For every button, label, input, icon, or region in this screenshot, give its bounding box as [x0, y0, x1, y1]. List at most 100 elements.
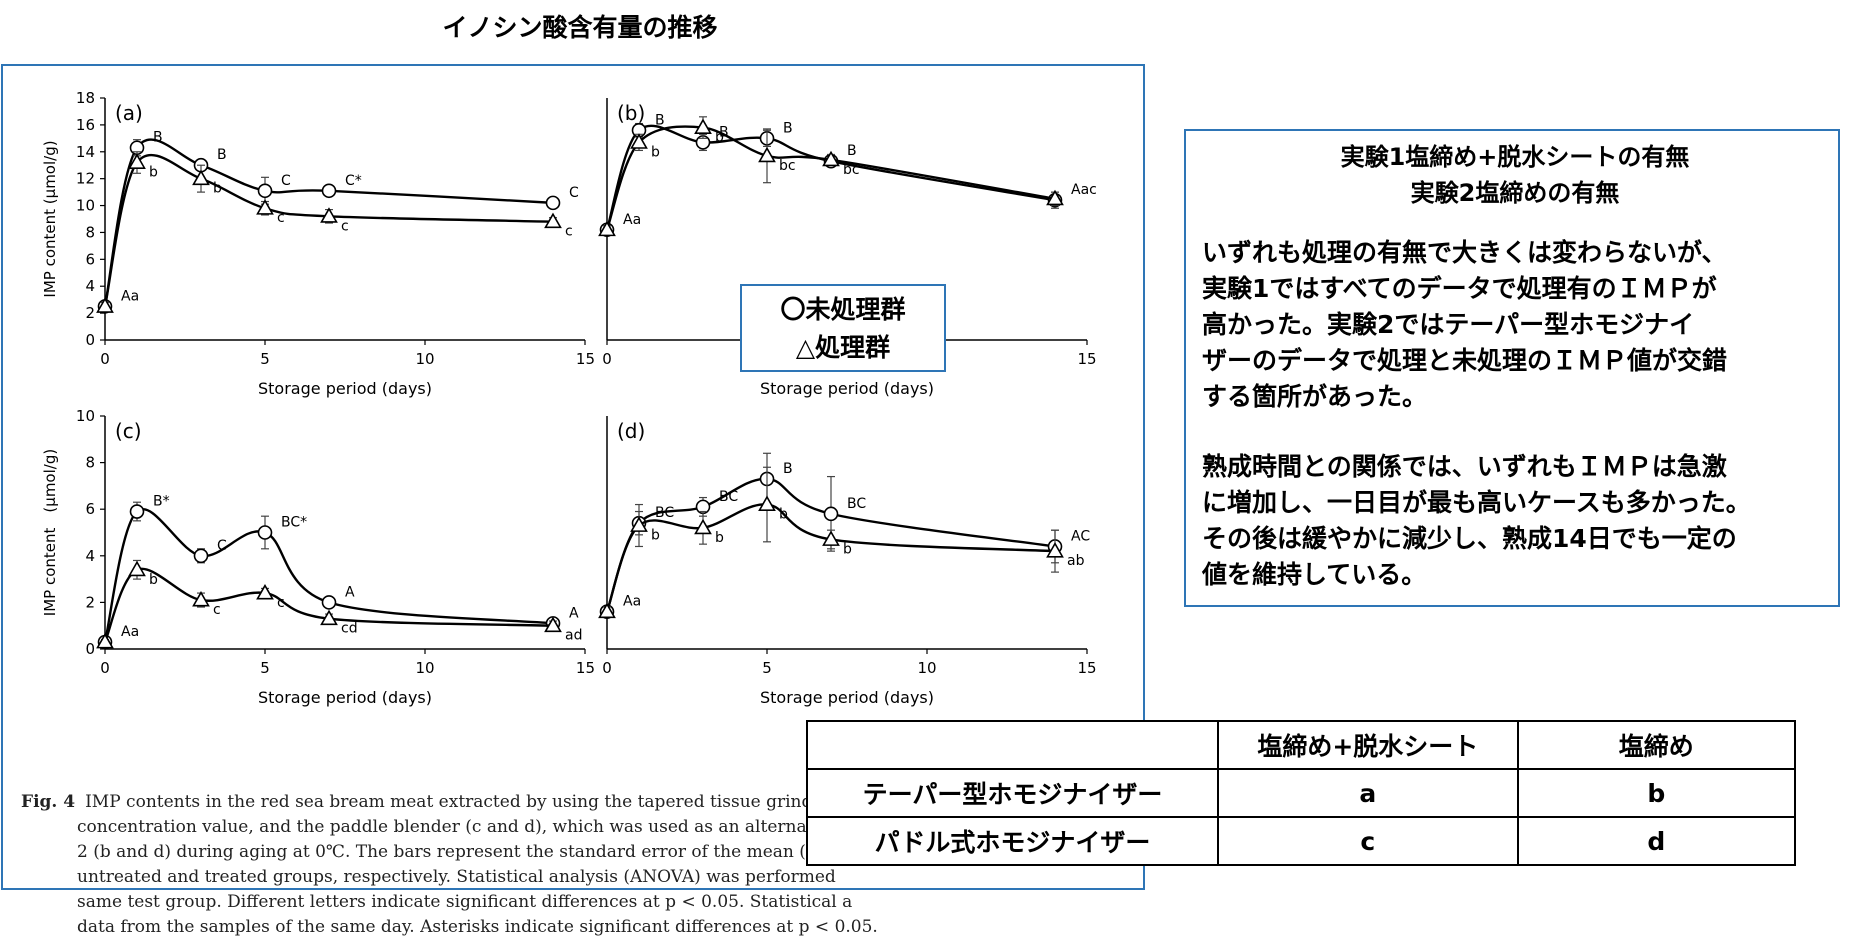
panel-label: (c) — [115, 419, 142, 443]
data-label: B — [153, 130, 163, 146]
data-point-circle — [257, 183, 273, 199]
data-label: b — [651, 528, 660, 544]
data-label: Aa — [121, 624, 139, 640]
note-line: 熟成時間との関係では、いずれもＩＭＰは急激 — [1202, 452, 1727, 481]
y-tick-label: 6 — [85, 500, 95, 518]
legend-untreated: 〇未処理群 — [780, 295, 906, 324]
data-label: BC* — [281, 515, 307, 531]
caption-line: untreated and treated groups, respective… — [77, 867, 836, 887]
x-tick-label: 0 — [100, 659, 110, 677]
x-tick-label: 5 — [260, 350, 270, 368]
note-line: いずれも処理の有無で大きくは変わらないが、 — [1202, 238, 1727, 267]
table-cell: 塩締め+脱水シート — [1217, 720, 1519, 770]
data-label: B — [719, 124, 729, 140]
page-title: イノシン酸含有量の推移 — [442, 13, 718, 42]
data-point-triangle — [630, 133, 648, 149]
data-label: cd — [341, 621, 358, 637]
x-tick-label: 10 — [415, 350, 434, 368]
data-point-triangle — [128, 560, 146, 577]
table-header-row: 塩締め+脱水シート 塩締め — [805, 720, 1797, 770]
data-point-triangle — [96, 632, 114, 649]
data-point-triangle — [320, 609, 338, 626]
panel-label: (d) — [617, 419, 645, 443]
x-tick-label: 5 — [762, 659, 772, 677]
data-label: bc — [779, 158, 796, 174]
figure-charts: 0 2 4 6 8 10 12 14 16 18 0 5 10 15 (a) Storage period (… — [41, 89, 1097, 707]
data-point-circle — [193, 548, 209, 564]
data-point-triangle — [598, 602, 616, 619]
data-label: b — [213, 181, 222, 197]
table-row: テーパー型ホモジナイザー a b — [805, 768, 1797, 818]
table-cell: a — [1217, 768, 1519, 818]
data-label: b — [843, 541, 852, 557]
data-point-triangle — [192, 169, 210, 186]
table-cell: c — [1217, 816, 1519, 866]
y-tick-label: 6 — [85, 250, 95, 268]
data-label: Aac — [1071, 182, 1097, 198]
x-axis-label: Storage period (days) — [258, 688, 432, 707]
data-label: c — [277, 210, 285, 226]
x-tick-label: 0 — [602, 350, 612, 368]
data-label: c — [565, 224, 573, 240]
data-point-triangle — [544, 212, 562, 229]
y-tick-label: 10 — [76, 197, 95, 215]
caption-line: data from the samples of the same day. A… — [77, 917, 878, 937]
x-tick-label: 15 — [576, 659, 595, 677]
data-label: B* — [153, 494, 170, 510]
note-line: その後は緩やかに減少し、熟成14日でも一定の — [1202, 524, 1737, 553]
data-label: b — [715, 130, 724, 146]
table-cell: 塩締め — [1516, 720, 1797, 770]
y-tick-label: 14 — [76, 143, 95, 161]
data-label: C — [569, 185, 579, 201]
data-point-triangle — [256, 199, 274, 215]
data-point-triangle — [1046, 189, 1064, 206]
data-label: BC — [655, 505, 674, 521]
y-tick-label: 4 — [85, 277, 95, 295]
x-tick-label: 0 — [602, 659, 612, 677]
data-label: ab — [1067, 553, 1085, 569]
series-line — [103, 508, 554, 643]
data-label: BC — [719, 489, 738, 505]
data-label: c — [213, 602, 221, 618]
note-line: ザーのデータで処理と未処理のＩＭＰ値が交錯 — [1202, 346, 1728, 375]
table-cell — [805, 720, 1220, 770]
series-line — [103, 138, 554, 307]
data-point-triangle — [192, 590, 210, 607]
caption-line: 2 (b and d) during aging at 0℃. The bars… — [77, 842, 882, 862]
note-line: する箇所があった。 — [1202, 382, 1428, 411]
data-label: b — [149, 165, 158, 181]
y-tick-label: 0 — [85, 331, 95, 349]
x-tick-label: 0 — [100, 350, 110, 368]
x-axis-label: Storage period (days) — [760, 379, 934, 398]
data-point-triangle — [598, 220, 616, 237]
x-tick-label: 15 — [1077, 350, 1096, 368]
table-cell: パドル式ホモジナイザー — [805, 816, 1220, 866]
caption-line: same test group. Different letters indic… — [77, 892, 853, 912]
y-tick-label: 12 — [76, 170, 95, 188]
data-point-circle — [321, 183, 337, 199]
data-label: Aa — [623, 212, 641, 228]
data-point-triangle — [758, 495, 776, 511]
legend-box: 〇未処理群 △処理群 — [740, 284, 946, 372]
data-label: C — [217, 538, 227, 554]
x-axis-label: Storage period (days) — [760, 688, 934, 707]
data-point-circle — [823, 506, 839, 522]
data-point-triangle — [128, 153, 146, 169]
y-tick-label: 10 — [76, 407, 95, 425]
legend-treated: △処理群 — [795, 333, 891, 362]
data-label: c — [341, 218, 349, 234]
panel-label: (b) — [617, 101, 645, 125]
summary-note: 実験1塩締め+脱水シートの有無 実験2塩締めの有無 いずれも処理の有無で大きくは… — [1184, 129, 1840, 607]
data-point-triangle — [694, 118, 712, 135]
table-cell: d — [1516, 816, 1797, 866]
data-point-circle — [129, 504, 145, 519]
data-label: ad — [565, 628, 582, 644]
caption-line: IMP contents in the red sea bream meat e… — [85, 792, 823, 812]
data-label: b — [149, 572, 158, 588]
caption-line: concentration value, and the paddle blen… — [77, 817, 876, 837]
data-point-triangle — [630, 516, 648, 532]
y-axis-label: IMP content (μmol/g) — [41, 140, 59, 297]
panel-label: (a) — [115, 101, 143, 125]
table-cell: テーパー型ホモジナイザー — [805, 768, 1220, 818]
y-tick-label: 2 — [85, 593, 95, 611]
